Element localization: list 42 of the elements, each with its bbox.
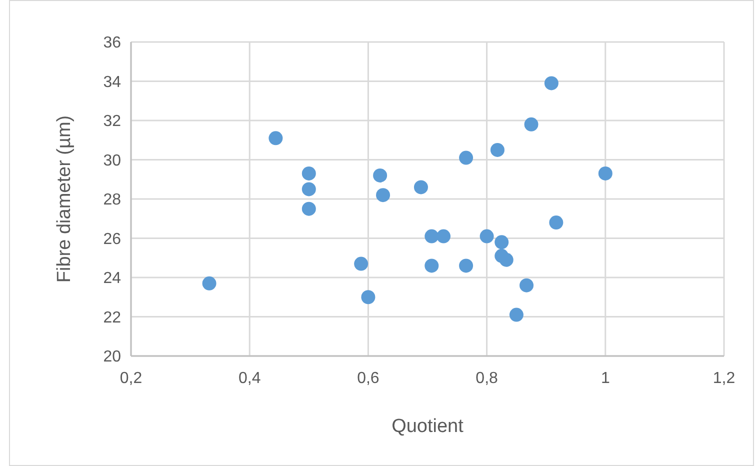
x-axis-title: Quotient [392,416,464,437]
y-tick-label: 34 [103,74,122,91]
point [520,278,534,292]
point [373,168,388,182]
y-tick-label: 24 [103,270,122,288]
point [268,131,283,146]
y-tick-label: 22 [103,309,122,326]
point [302,166,316,180]
point [598,166,612,180]
point [376,188,390,202]
point [354,256,368,271]
point [202,276,216,290]
point [509,308,524,322]
y-tick-label: 20 [103,348,122,366]
y-tick-label: 26 [103,230,122,248]
point [459,258,474,273]
point [544,76,558,90]
point [459,150,474,165]
point [302,182,316,196]
point [361,290,376,304]
point [302,202,316,216]
point [424,258,439,273]
point [494,235,509,250]
y-tick-label: 30 [103,152,122,170]
y-axis-title: Fibre diameter (µm) [54,115,75,283]
y-tick-label: 28 [103,192,122,209]
point [524,117,538,132]
x-tick-label: 1,2 [712,370,736,387]
y-tick-label: 36 [103,34,122,52]
x-tick-label: 0,2 [120,370,142,387]
point [436,229,451,244]
x-tick-label: 1 [600,370,610,387]
point [549,216,564,230]
x-tick-label: 0,8 [476,370,498,387]
y-tick-label: 32 [103,113,122,130]
point [424,229,439,244]
point [480,229,494,244]
point [490,142,504,157]
point [499,252,514,267]
point [414,180,428,194]
x-tick-label: 0,4 [238,370,261,387]
x-tick-label: 0,6 [357,370,380,387]
